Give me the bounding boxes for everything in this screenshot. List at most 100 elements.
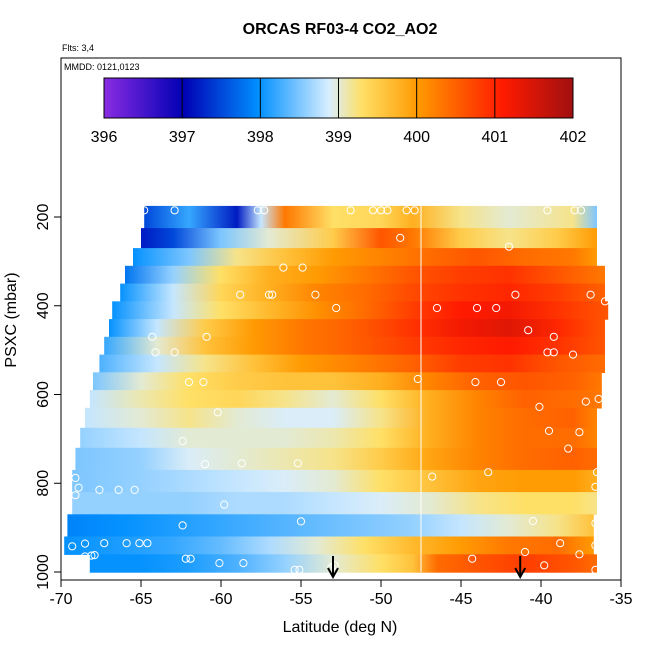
- data-point: [184, 378, 194, 387]
- data-point: [178, 437, 187, 446]
- data-point: [236, 290, 245, 299]
- data-point: [568, 350, 578, 359]
- data-point: [239, 559, 248, 568]
- arrow-markers: [327, 556, 527, 580]
- data-point: [170, 348, 179, 357]
- data-point: [80, 552, 90, 561]
- y-axis: 200 400 600 800 1000: [35, 204, 61, 590]
- data-point: [122, 539, 131, 548]
- data-point: [468, 554, 477, 563]
- heatmap-band: [109, 319, 605, 338]
- data-point: [524, 326, 533, 335]
- data-point: [295, 565, 304, 574]
- data-point: [402, 206, 411, 215]
- data-point: [298, 263, 307, 272]
- data-point: [511, 290, 520, 299]
- plot-frame: [60, 57, 622, 581]
- data-point: [594, 394, 603, 403]
- data-point: [575, 428, 584, 437]
- heatmap-band: [141, 228, 597, 249]
- data-point: [410, 206, 419, 215]
- y-tick-label: 200: [35, 204, 52, 231]
- data-point: [504, 242, 514, 251]
- down-arrow-icon: [514, 556, 527, 580]
- data-point: [202, 332, 211, 341]
- data-point: [178, 521, 187, 530]
- data-point: [471, 378, 480, 387]
- colorbar: 396 397 398 399 400 401 402: [91, 77, 586, 146]
- colorbar-tick-label: 399: [325, 129, 352, 146]
- data-point: [71, 473, 80, 482]
- data-point: [428, 472, 437, 481]
- x-axis-label: Latitude (deg N): [283, 619, 398, 636]
- data-point: [520, 547, 530, 557]
- data-point: [591, 519, 600, 528]
- data-point: [327, 563, 336, 572]
- data-point: [556, 539, 565, 548]
- data-point: [186, 554, 195, 563]
- data-point: [544, 426, 554, 435]
- data-point: [237, 459, 246, 468]
- x-tick-label: -70: [49, 591, 72, 608]
- data-point: [549, 348, 558, 357]
- data-point: [496, 378, 506, 387]
- chart-title: ORCAS RF03-4 CO2_AO2: [243, 21, 438, 38]
- y-axis-label: PSXC (mbar): [3, 272, 20, 367]
- data-point: [591, 482, 600, 491]
- flights-label: Flts: 3,4: [62, 43, 94, 53]
- data-point: [199, 378, 208, 387]
- data-point: [220, 500, 229, 509]
- heatmap-band: [144, 205, 597, 229]
- heatmap-band: [89, 554, 598, 573]
- x-tick-label: -55: [289, 591, 312, 608]
- heatmap-band: [72, 492, 597, 515]
- x-axis: -70 -65 -60 -55 -50 -45 -40 -35: [49, 579, 633, 608]
- data-point: [564, 444, 573, 453]
- data-point: [290, 565, 299, 574]
- data-point: [130, 485, 139, 494]
- data-point: [586, 290, 595, 299]
- data-point: [535, 402, 544, 411]
- data-point: [591, 565, 600, 574]
- colorbar-tick-label: 396: [91, 129, 118, 146]
- data-point: [100, 539, 109, 548]
- data-point: [264, 290, 274, 299]
- data-point: [148, 332, 157, 341]
- observation-points: [68, 206, 610, 574]
- data-point: [215, 559, 224, 568]
- data-point: [576, 206, 586, 215]
- heatmap-band: [120, 283, 605, 302]
- heatmap-band: [99, 354, 606, 373]
- y-tick-label: 400: [35, 292, 52, 319]
- heatmap-band: [75, 447, 597, 471]
- data-point: [543, 348, 552, 357]
- data-point: [140, 206, 149, 215]
- data-point: [484, 468, 493, 477]
- data-point: [332, 303, 341, 313]
- colorbar-tick-label: 401: [481, 129, 508, 146]
- heatmap-band: [89, 390, 602, 409]
- data-point: [575, 550, 584, 559]
- data-point: [260, 206, 269, 215]
- heatmap-band: [104, 336, 605, 356]
- data-point: [540, 561, 549, 570]
- data-point: [581, 397, 590, 406]
- heatmap-band: [112, 301, 609, 320]
- data-point: [68, 542, 77, 551]
- data-point: [170, 206, 179, 215]
- data-point: [253, 206, 262, 215]
- data-point: [181, 554, 190, 563]
- heatmap-band: [85, 407, 597, 429]
- colorbar-tick-label: 397: [169, 129, 196, 146]
- x-tick-label: -35: [609, 591, 632, 608]
- heatmap-band: [133, 248, 597, 267]
- data-point: [114, 485, 123, 494]
- data-point: [396, 233, 405, 242]
- data-point: [543, 206, 552, 215]
- data-point: [87, 551, 96, 560]
- data-point: [472, 303, 482, 313]
- data-point: [346, 206, 355, 215]
- data-point: [413, 374, 422, 384]
